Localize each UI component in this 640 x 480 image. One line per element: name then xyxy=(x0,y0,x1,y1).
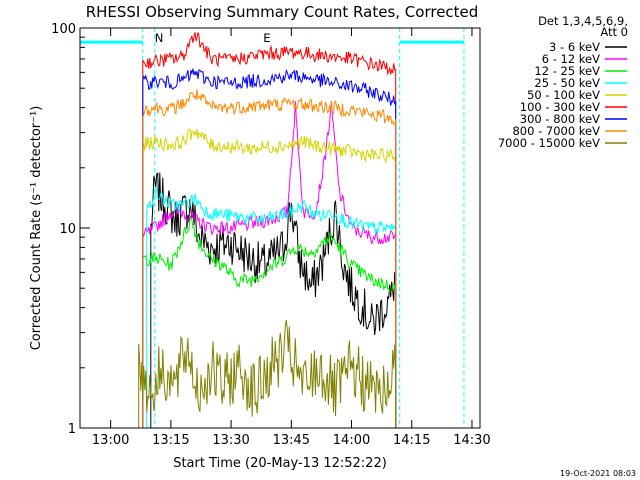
x-axis-label: Start Time (20-May-13 12:52:22) xyxy=(173,456,387,471)
annotation-0: N xyxy=(155,31,164,45)
y-axis-label: Corrected Count Rate (s⁻¹ detector⁻¹) xyxy=(29,106,44,351)
legend-label-6: 300 - 800 keV xyxy=(520,112,600,126)
series-line-4 xyxy=(142,128,397,428)
annotation-1: E xyxy=(263,31,270,45)
legend-header-1: Att 0 xyxy=(600,25,628,39)
series-line-8 xyxy=(138,320,397,428)
legend-label-4: 50 - 100 keV xyxy=(527,88,600,102)
legend-label-2: 12 - 25 keV xyxy=(534,64,600,78)
x-tick-label-1: 13:15 xyxy=(152,433,189,448)
legend-label-7: 800 - 7000 keV xyxy=(512,124,600,138)
legend-label-5: 100 - 300 keV xyxy=(520,100,600,114)
y-tick-label-1: 10 xyxy=(59,222,76,237)
legend-label-0: 3 - 6 keV xyxy=(549,40,600,54)
series-line-0 xyxy=(150,172,397,428)
y-tick-label-0: 1 xyxy=(68,422,76,437)
series-line-5 xyxy=(142,32,397,428)
series-line-1 xyxy=(142,101,397,428)
y-tick-label-2: 100 xyxy=(51,22,76,37)
legend-label-3: 25 - 50 keV xyxy=(534,76,600,90)
series-line-2 xyxy=(142,217,397,428)
series-line-3 xyxy=(146,186,397,428)
legend-label-8: 7000 - 15000 keV xyxy=(498,136,600,150)
legend-header-0: Det 1,3,4,5,6,9, xyxy=(538,14,628,28)
chart-title: RHESSI Observing Summary Count Rates, Co… xyxy=(86,3,479,21)
footer-date: 19-Oct-2021 08:03 xyxy=(560,469,636,478)
x-tick-label-5: 14:15 xyxy=(393,433,430,448)
series-line-7 xyxy=(142,89,397,428)
legend-label-1: 6 - 12 keV xyxy=(542,52,600,66)
x-tick-label-0: 13:00 xyxy=(92,433,129,448)
series-line-6 xyxy=(142,68,397,428)
x-tick-label-6: 14:30 xyxy=(453,433,490,448)
x-tick-label-2: 13:30 xyxy=(212,433,249,448)
axis-ticks: 13:00 13:15 13:30 13:45 14:00 14:15 14:30 1 10 10… xyxy=(51,22,491,448)
x-tick-label-4: 14:00 xyxy=(333,433,370,448)
x-tick-label-3: 13:45 xyxy=(273,433,310,448)
